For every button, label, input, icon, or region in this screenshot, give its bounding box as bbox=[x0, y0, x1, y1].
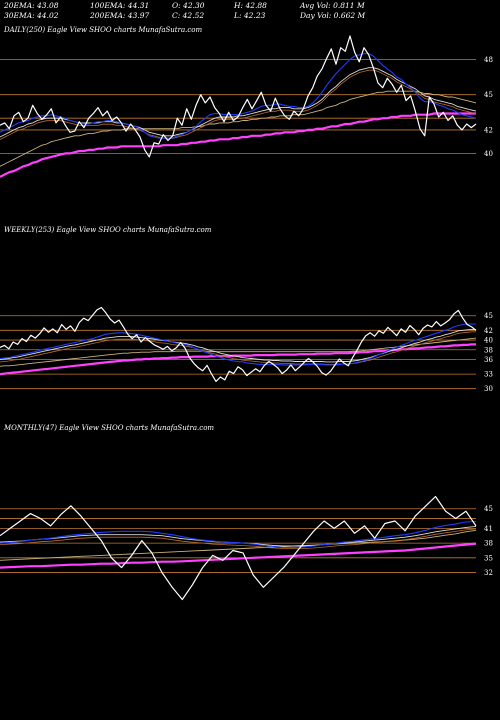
monthly-title: MONTHLY(47) Eagle View SHOO charts Munaf… bbox=[4, 424, 215, 432]
stat-ema20: 20EMA: 43.08 bbox=[4, 1, 59, 10]
y-tick-label: 35 bbox=[484, 554, 493, 562]
stat-ema30: 30EMA: 44.02 bbox=[4, 11, 59, 20]
daily-chart: 40 42 45 48 bbox=[0, 35, 493, 178]
ema200-line bbox=[0, 542, 477, 569]
ema200-line bbox=[0, 112, 476, 178]
ema100-line bbox=[0, 90, 477, 167]
stat-high: H: 42.88 bbox=[234, 1, 267, 10]
ema30-line bbox=[0, 67, 477, 138]
daily-panel: DAILY(250) Eagle View SHOO charts Munafa… bbox=[0, 26, 500, 206]
y-tick-label: 40 bbox=[484, 337, 493, 345]
y-tick-label: 48 bbox=[484, 56, 493, 64]
price-line bbox=[0, 35, 477, 158]
y-tick-label: 42 bbox=[484, 327, 493, 335]
y-tick-label: 45 bbox=[484, 312, 493, 320]
price-line bbox=[0, 306, 477, 382]
stat-ema100: 100EMA: 44.31 bbox=[90, 1, 150, 10]
y-tick-label: 41 bbox=[484, 525, 493, 533]
y-tick-label: 38 bbox=[484, 540, 493, 548]
y-tick-label: 30 bbox=[484, 385, 493, 393]
y-tick-label: 45 bbox=[484, 91, 493, 99]
ema100-line bbox=[0, 337, 477, 367]
stat-ema200: 200EMA: 43.97 bbox=[90, 11, 150, 20]
ema30-shadow-line bbox=[0, 331, 476, 365]
y-tick-label: 42 bbox=[484, 126, 493, 134]
y-tick-label: 32 bbox=[484, 569, 493, 577]
ema20-line bbox=[0, 520, 477, 549]
y-tick-label: 33 bbox=[484, 371, 493, 379]
stat-low: L: 42.23 bbox=[234, 11, 266, 20]
weekly-panel: WEEKLY(253) Eagle View SHOO charts Munaf… bbox=[0, 226, 500, 406]
price-line bbox=[0, 495, 477, 601]
ema20-line bbox=[0, 323, 476, 366]
ema30-line bbox=[0, 328, 476, 363]
y-tick-label: 45 bbox=[484, 505, 493, 513]
weekly-title: WEEKLY(253) Eagle View SHOO charts Munaf… bbox=[4, 226, 212, 234]
ema30-shadow-line bbox=[0, 528, 477, 549]
stat-day-vol: Day Vol: 0.662 M bbox=[300, 11, 366, 20]
monthly-chart: 32 35 38 41 45 bbox=[0, 495, 493, 601]
monthly-panel: MONTHLY(47) Eagle View SHOO charts Munaf… bbox=[0, 424, 500, 604]
y-tick-label: 40 bbox=[484, 150, 493, 158]
ema200-line bbox=[0, 343, 476, 376]
y-tick-label: 38 bbox=[484, 346, 493, 354]
y-tick-label: 36 bbox=[484, 356, 493, 364]
daily-title: DAILY(250) Eagle View SHOO charts Munafa… bbox=[4, 26, 203, 34]
stat-close: C: 42.52 bbox=[172, 11, 205, 20]
stat-open: O: 42.30 bbox=[172, 1, 205, 10]
ema30-shadow-line bbox=[0, 69, 477, 140]
stat-avg-vol: Avg Vol: 0.811 M bbox=[300, 1, 365, 10]
